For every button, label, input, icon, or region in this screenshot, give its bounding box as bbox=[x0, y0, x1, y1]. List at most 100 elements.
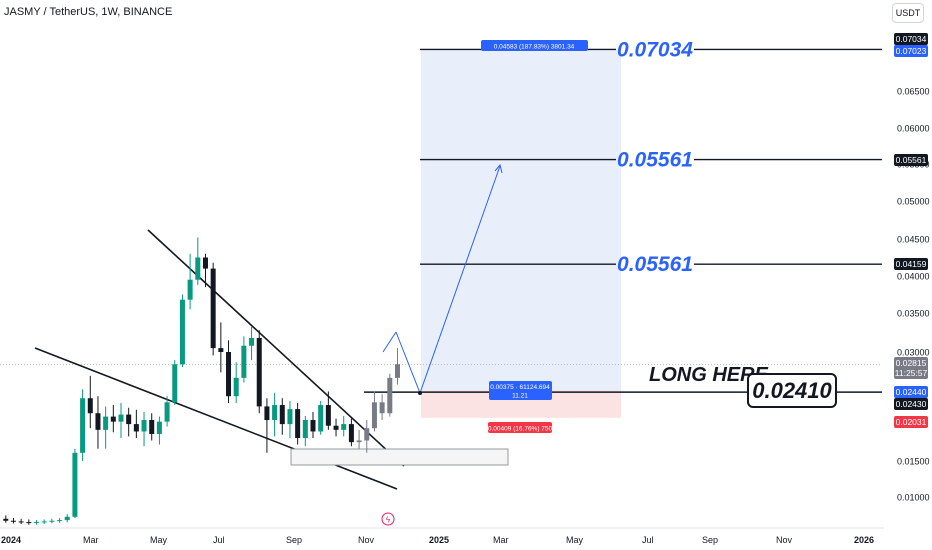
demand-zone bbox=[290, 448, 509, 466]
candle-body bbox=[249, 337, 255, 346]
currency-button[interactable]: USDT bbox=[892, 3, 924, 23]
candle-body bbox=[141, 420, 147, 432]
stop-label-bg bbox=[488, 422, 552, 433]
x-tick-label: May bbox=[566, 535, 584, 545]
candle-body bbox=[95, 413, 101, 430]
candle-body bbox=[302, 420, 308, 439]
candle-body bbox=[394, 364, 400, 378]
y-tick-label: 0.06500 bbox=[897, 87, 930, 97]
chart-title: JASMY / TetherUS, 1W, BINANCE bbox=[4, 6, 173, 18]
candle-body bbox=[202, 257, 208, 269]
candle-body bbox=[34, 522, 40, 524]
candle-body bbox=[57, 520, 63, 522]
svg-text:ϟ: ϟ bbox=[386, 516, 391, 525]
y-tick-label: 0.03500 bbox=[897, 309, 930, 319]
level-label: 0.07034 bbox=[617, 38, 693, 61]
target-zone bbox=[421, 49, 621, 391]
y-tick-label: 0.03000 bbox=[897, 348, 930, 358]
candle-body bbox=[26, 522, 32, 524]
candle-body bbox=[279, 405, 285, 425]
candle-body bbox=[379, 402, 385, 414]
candle-body bbox=[41, 521, 47, 523]
candle-body bbox=[241, 345, 247, 378]
price-tag bbox=[894, 33, 928, 45]
candle-body bbox=[103, 416, 109, 430]
candle-body bbox=[256, 337, 262, 407]
candle-body bbox=[364, 428, 370, 441]
candle-body bbox=[87, 398, 93, 414]
price-tag-label: 0.07023 bbox=[896, 46, 927, 56]
candle-body bbox=[210, 268, 216, 349]
entry-point bbox=[418, 391, 422, 395]
candle-body bbox=[226, 352, 232, 397]
candle-body bbox=[149, 420, 155, 434]
price-tag-label: 0.07034 bbox=[896, 34, 927, 44]
x-tick-label: 2025 bbox=[429, 535, 449, 545]
candle-body bbox=[118, 414, 124, 422]
candle-body bbox=[195, 257, 201, 280]
stop-label: 0.00409 (16.76%) 750 bbox=[488, 426, 553, 433]
x-tick-label: Jul bbox=[213, 535, 225, 545]
price-tag-label: 0.02031 bbox=[896, 417, 927, 427]
upper-trendline bbox=[147, 229, 405, 467]
x-tick-label: Sep bbox=[702, 535, 718, 545]
candle-body bbox=[341, 424, 347, 430]
candle-body bbox=[172, 364, 178, 403]
y-tick-label: 0.01500 bbox=[897, 457, 930, 467]
x-tick-label: 2026 bbox=[854, 535, 874, 545]
candle-body bbox=[156, 421, 162, 434]
level-label: 0.05561 bbox=[617, 253, 693, 276]
candle-body bbox=[10, 520, 16, 522]
candle-body bbox=[272, 405, 278, 420]
lower-trendline bbox=[34, 347, 398, 490]
candle-body bbox=[318, 405, 324, 432]
x-tick-label: May bbox=[150, 535, 168, 545]
price-tag bbox=[894, 386, 928, 398]
candle-body bbox=[310, 420, 316, 432]
y-tick-label: 0.06000 bbox=[897, 124, 930, 134]
y-tick-label: 0.05000 bbox=[897, 197, 930, 207]
y-tick-label: 0.01000 bbox=[897, 493, 930, 503]
price-tag bbox=[894, 154, 928, 166]
price-tag bbox=[894, 357, 928, 379]
price-tag bbox=[894, 398, 928, 410]
y-tick-label: 0.04500 bbox=[897, 235, 930, 245]
x-tick-label: Sep bbox=[286, 535, 302, 545]
target-label: 0.04583 (187.83%) 3801.34 bbox=[494, 44, 575, 51]
candle-body bbox=[110, 416, 116, 422]
entry-box-value: 0.02410 bbox=[752, 378, 832, 403]
entry-box bbox=[747, 373, 837, 408]
long-here-label: LONG HERE bbox=[649, 364, 769, 386]
candle-body bbox=[133, 424, 139, 432]
candle-body bbox=[287, 409, 293, 425]
candle-body bbox=[233, 377, 239, 397]
entry-label-bg bbox=[489, 381, 552, 400]
candle-body bbox=[371, 402, 377, 429]
candle-body bbox=[64, 516, 70, 521]
entry-label: 0.00375 · 61124.694 bbox=[490, 384, 550, 391]
price-tag-label: 0.02815 bbox=[896, 358, 927, 368]
x-tick-label: Mar bbox=[493, 535, 509, 545]
candle-body bbox=[187, 279, 193, 300]
x-tick-label: Nov bbox=[776, 535, 793, 545]
candle-body bbox=[333, 425, 339, 430]
arrow-head bbox=[494, 163, 503, 174]
candle-body bbox=[3, 518, 9, 521]
candle-body bbox=[348, 424, 354, 443]
candle-body bbox=[72, 452, 78, 517]
level-label: 0.05561 bbox=[617, 149, 693, 172]
x-tick-label: Mar bbox=[83, 535, 99, 545]
x-tick-label: Nov bbox=[358, 535, 375, 545]
candle-body bbox=[295, 409, 301, 439]
x-tick-label: Jul bbox=[642, 535, 654, 545]
candle-body bbox=[387, 377, 393, 414]
price-tag-label: 0.02430 bbox=[896, 399, 927, 409]
y-tick-label: 0.04000 bbox=[897, 272, 930, 282]
price-tag-countdown: 11:25:57 bbox=[895, 368, 928, 378]
target-label-bg bbox=[481, 40, 588, 51]
price-tag bbox=[894, 416, 928, 428]
projection-line bbox=[382, 331, 397, 353]
price-tag-label: 0.04159 bbox=[896, 259, 927, 269]
price-tag-label: 0.05561 bbox=[896, 155, 927, 165]
